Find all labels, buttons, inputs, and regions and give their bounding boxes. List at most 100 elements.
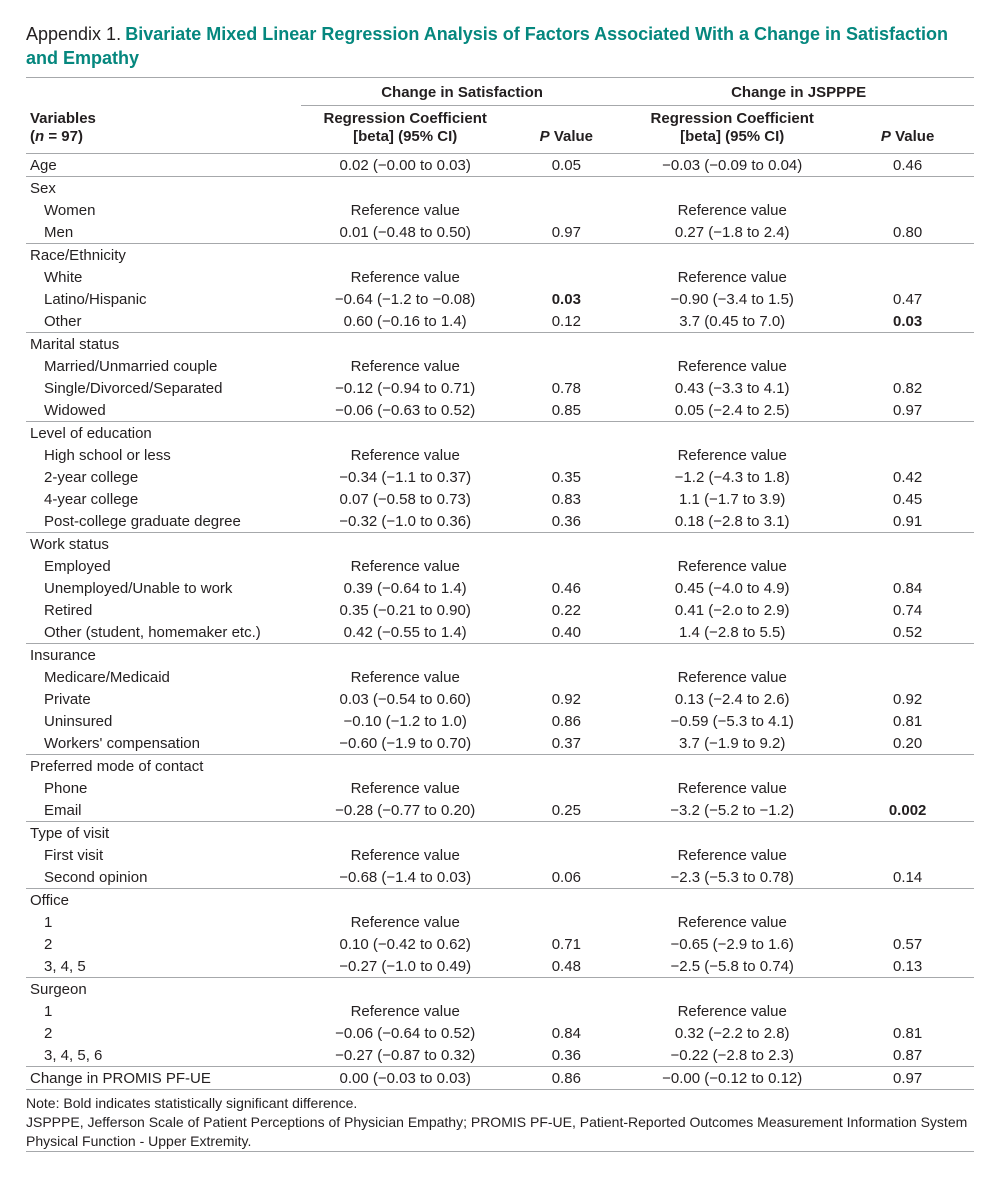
pvalue-cell	[841, 555, 974, 577]
variable-label: Race/Ethnicity	[26, 244, 301, 267]
table-row: Private0.03 (−0.54 to 0.60)0.920.13 (−2.…	[26, 688, 974, 710]
pvalue-cell: 0.80	[841, 221, 974, 244]
coef-cell: Reference value	[623, 444, 841, 466]
coef-cell: 0.43 (−3.3 to 4.1)	[623, 377, 841, 399]
table-row: High school or lessReference valueRefere…	[26, 444, 974, 466]
variable-label: Marital status	[26, 333, 301, 356]
pvalue-cell	[841, 666, 974, 688]
variable-label: Sex	[26, 177, 301, 200]
coef-cell	[623, 333, 841, 356]
pvalue-cell: 0.83	[509, 488, 623, 510]
note-line-2: JSPPPE, Jefferson Scale of Patient Perce…	[26, 1113, 974, 1151]
pvalue-cell: 0.48	[509, 955, 623, 978]
pvalue-cell	[509, 444, 623, 466]
coef-cell: Reference value	[623, 666, 841, 688]
table-row: Medicare/MedicaidReference valueReferenc…	[26, 666, 974, 688]
table-row: Latino/Hispanic−0.64 (−1.2 to −0.08)0.03…	[26, 288, 974, 310]
coef-cell: 0.41 (−2.o to 2.9)	[623, 599, 841, 621]
table-row: Work status	[26, 533, 974, 556]
pvalue-cell: 0.06	[509, 866, 623, 889]
pvalue-cell	[509, 1000, 623, 1022]
variable-label: 1	[26, 1000, 301, 1022]
coef-cell	[623, 978, 841, 1001]
table-row: Insurance	[26, 644, 974, 667]
variable-label: 2-year college	[26, 466, 301, 488]
header-pvalue-sat: P Value	[509, 105, 623, 154]
title-main: Bivariate Mixed Linear Regression Analys…	[26, 24, 948, 68]
variable-label: 3, 4, 5	[26, 955, 301, 978]
coef-cell: Reference value	[623, 199, 841, 221]
pvalue-cell	[509, 266, 623, 288]
coef-cell: Reference value	[301, 911, 510, 933]
coef-cell: Reference value	[301, 666, 510, 688]
table-row: Sex	[26, 177, 974, 200]
pvalue-cell: 0.74	[841, 599, 974, 621]
pvalue-cell	[841, 177, 974, 200]
table-row: 1Reference valueReference value	[26, 911, 974, 933]
pvalue-cell	[509, 844, 623, 866]
pvalue-cell	[509, 422, 623, 445]
table-row: Men0.01 (−0.48 to 0.50)0.970.27 (−1.8 to…	[26, 221, 974, 244]
pvalue-cell: 0.35	[509, 466, 623, 488]
table-row: 2-year college−0.34 (−1.1 to 0.37)0.35−1…	[26, 466, 974, 488]
note-line-1: Note: Bold indicates statistically signi…	[26, 1094, 974, 1113]
pvalue-cell	[841, 533, 974, 556]
table-body: Age0.02 (−0.00 to 0.03)0.05−0.03 (−0.09 …	[26, 154, 974, 1090]
pvalue-cell: 0.13	[841, 955, 974, 978]
table-row: 1Reference valueReference value	[26, 1000, 974, 1022]
coef-cell	[623, 533, 841, 556]
header-coef-js: Regression Coefficient[beta] (95% CI)	[623, 105, 841, 154]
table-row: Other (student, homemaker etc.)0.42 (−0.…	[26, 621, 974, 644]
variable-label: Single/Divorced/Separated	[26, 377, 301, 399]
pvalue-cell: 0.47	[841, 288, 974, 310]
coef-cell	[623, 177, 841, 200]
coef-cell: −2.5 (−5.8 to 0.74)	[623, 955, 841, 978]
table-row: Surgeon	[26, 978, 974, 1001]
coef-cell	[623, 422, 841, 445]
table-row: Post-college graduate degree−0.32 (−1.0 …	[26, 510, 974, 533]
coef-cell: Reference value	[301, 444, 510, 466]
variable-label: Workers' compensation	[26, 732, 301, 755]
coef-cell	[623, 644, 841, 667]
table-row: Preferred mode of contact	[26, 755, 974, 778]
pvalue-cell	[841, 244, 974, 267]
pvalue-cell: 0.97	[509, 221, 623, 244]
variable-label: Latino/Hispanic	[26, 288, 301, 310]
table-row: Retired0.35 (−0.21 to 0.90)0.220.41 (−2.…	[26, 599, 974, 621]
coef-cell: 0.05 (−2.4 to 2.5)	[623, 399, 841, 422]
variable-label: 3, 4, 5, 6	[26, 1044, 301, 1067]
table-row: Unemployed/Unable to work0.39 (−0.64 to …	[26, 577, 974, 599]
coef-cell: 3.7 (0.45 to 7.0)	[623, 310, 841, 333]
pvalue-cell	[509, 978, 623, 1001]
coef-cell: −0.10 (−1.2 to 1.0)	[301, 710, 510, 732]
coef-cell: 0.07 (−0.58 to 0.73)	[301, 488, 510, 510]
variable-label: Married/Unmarried couple	[26, 355, 301, 377]
coef-cell	[301, 244, 510, 267]
pvalue-cell: 0.002	[841, 799, 974, 822]
pvalue-cell	[841, 355, 974, 377]
pvalue-cell	[509, 355, 623, 377]
coef-cell: −0.90 (−3.4 to 1.5)	[623, 288, 841, 310]
pvalue-cell	[509, 533, 623, 556]
pvalue-cell	[841, 911, 974, 933]
pvalue-cell	[841, 755, 974, 778]
variable-label: Unemployed/Unable to work	[26, 577, 301, 599]
coef-cell: Reference value	[623, 1000, 841, 1022]
coef-cell: −0.68 (−1.4 to 0.03)	[301, 866, 510, 889]
coef-cell: 0.00 (−0.03 to 0.03)	[301, 1067, 510, 1090]
coef-cell	[301, 755, 510, 778]
coef-cell: −0.06 (−0.63 to 0.52)	[301, 399, 510, 422]
variable-label: Men	[26, 221, 301, 244]
pvalue-cell: 0.92	[509, 688, 623, 710]
coef-cell: 0.35 (−0.21 to 0.90)	[301, 599, 510, 621]
coef-cell: −0.60 (−1.9 to 0.70)	[301, 732, 510, 755]
coef-cell: −3.2 (−5.2 to −1.2)	[623, 799, 841, 822]
pvalue-cell: 0.20	[841, 732, 974, 755]
coef-cell: −0.22 (−2.8 to 2.3)	[623, 1044, 841, 1067]
coef-cell: −1.2 (−4.3 to 1.8)	[623, 466, 841, 488]
coef-cell: −0.06 (−0.64 to 0.52)	[301, 1022, 510, 1044]
pvalue-cell: 0.97	[841, 1067, 974, 1090]
table-row: Office	[26, 889, 974, 912]
pvalue-cell: 0.71	[509, 933, 623, 955]
table-row: EmployedReference valueReference value	[26, 555, 974, 577]
